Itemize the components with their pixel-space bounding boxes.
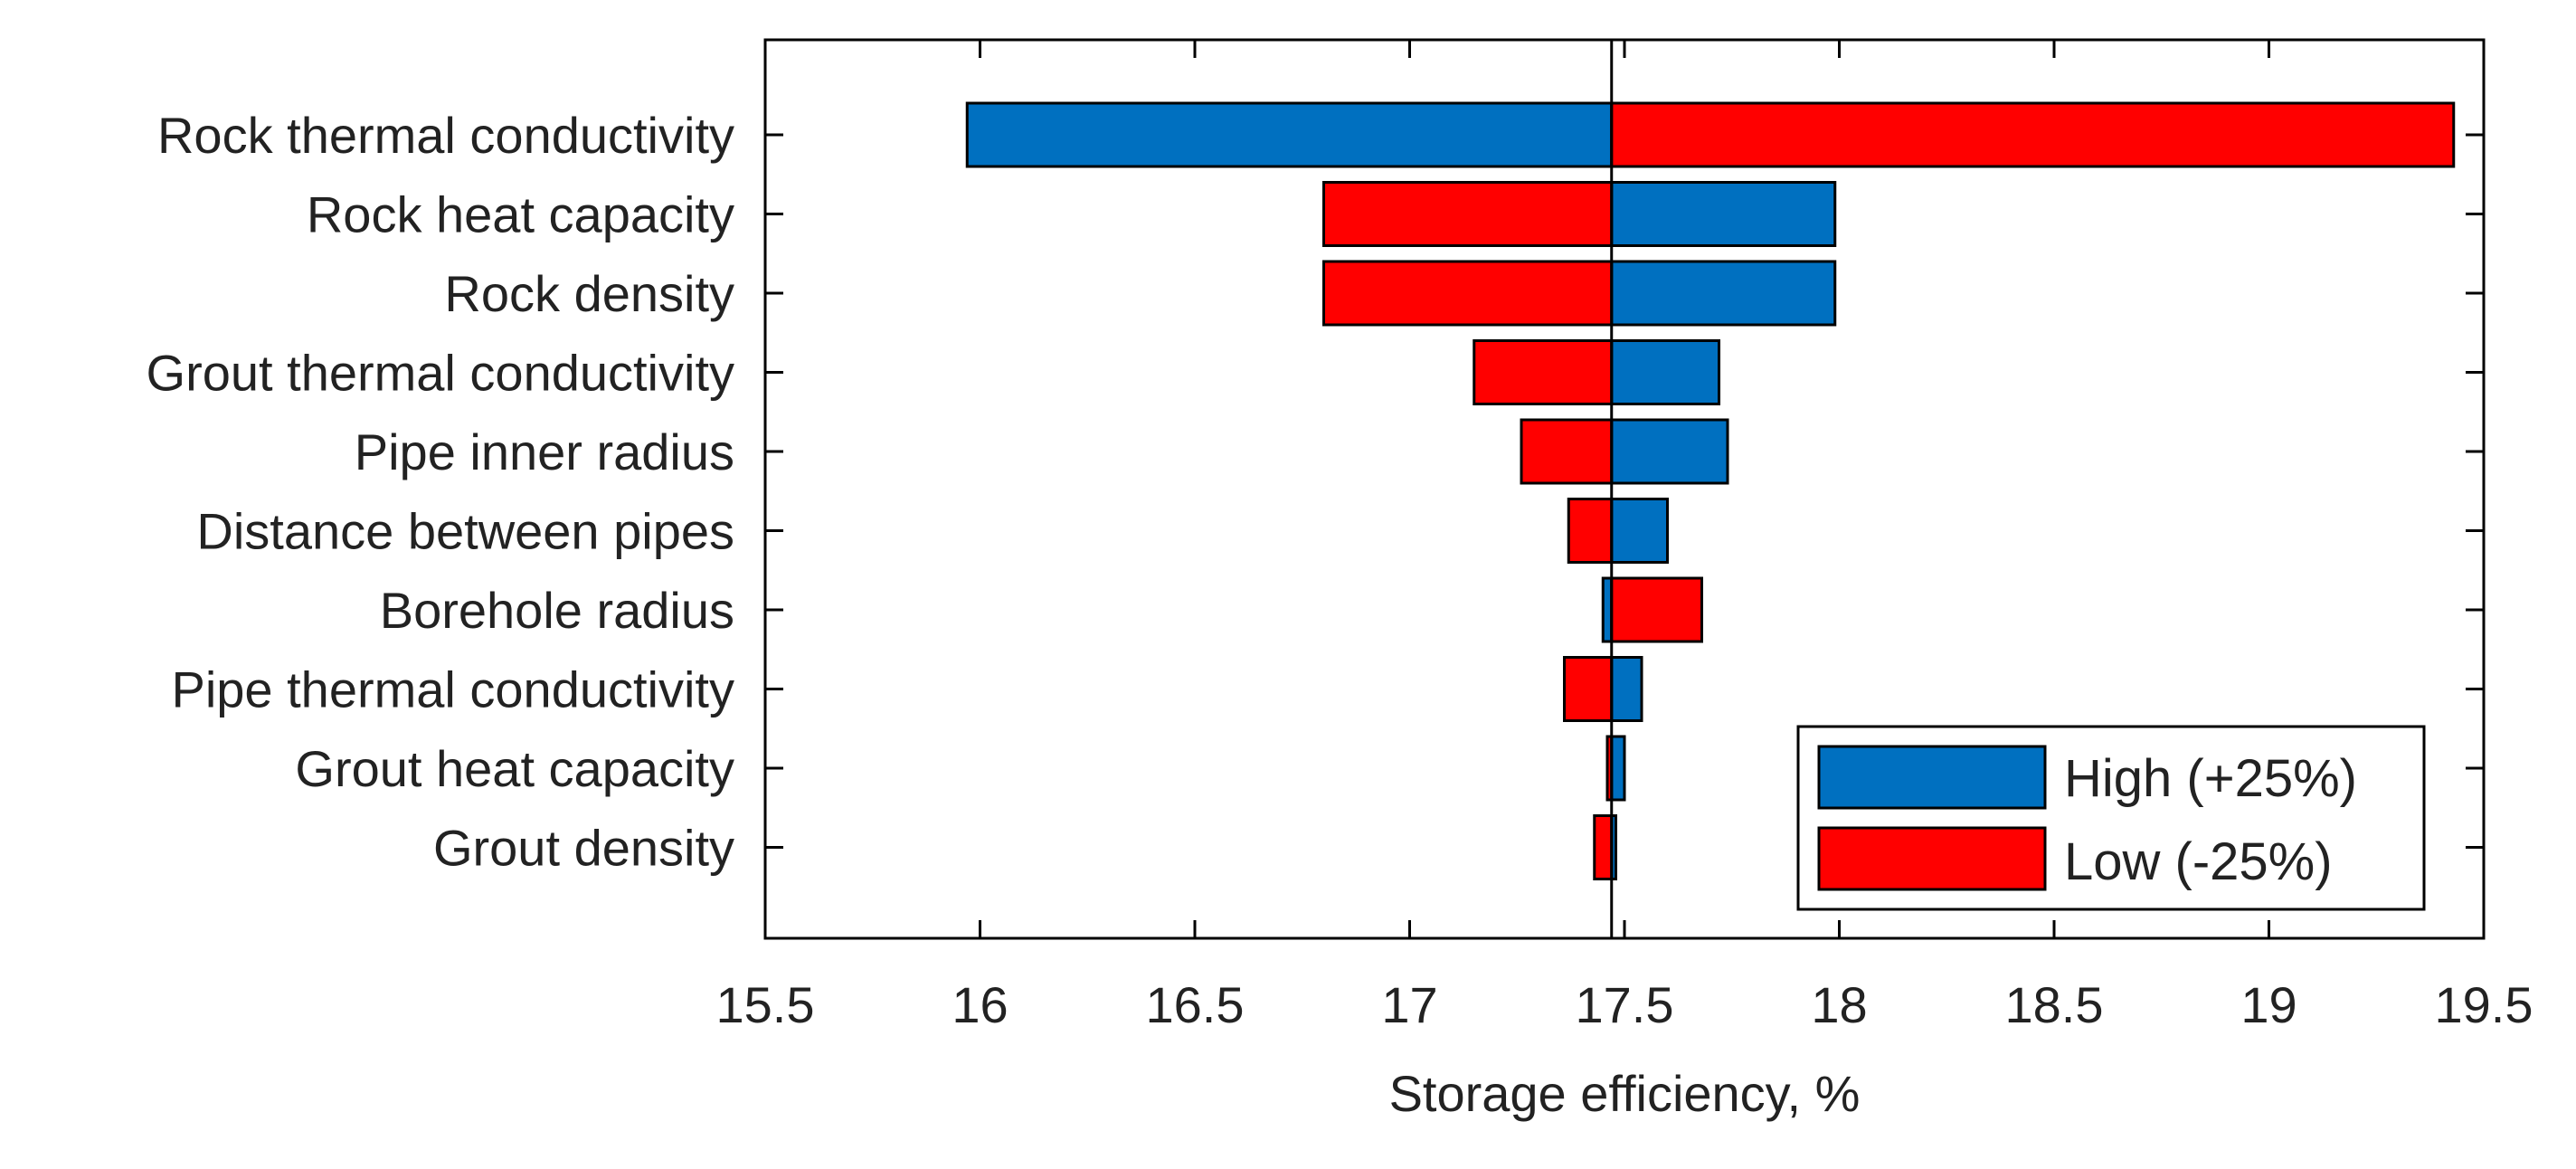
x-tick-label: 18.5 — [2005, 976, 2104, 1033]
bar-low-2 — [1322, 181, 1614, 247]
x-tick-label: 19.5 — [2435, 976, 2533, 1033]
legend: High (+25%) Low (-25%) — [1796, 725, 2426, 911]
bar-high-3 — [1610, 260, 1837, 327]
x-tick-label: 17 — [1381, 976, 1437, 1033]
x-tick-label: 18 — [1811, 976, 1867, 1033]
x-tick-label: 15.5 — [716, 976, 815, 1033]
category-label: Grout density — [433, 820, 734, 877]
category-label: Borehole radius — [380, 582, 734, 639]
category-label: Grout thermal conductivity — [147, 345, 734, 402]
bar-low-8 — [1563, 656, 1614, 722]
bar-low-4 — [1473, 339, 1614, 405]
bar-low-6 — [1567, 498, 1614, 564]
legend-swatch-low — [1817, 826, 2047, 891]
category-label: Pipe inner radius — [355, 423, 734, 480]
bar-low-7 — [1610, 576, 1703, 643]
legend-swatch-high — [1817, 745, 2047, 810]
y-axis-ticks: Rock thermal conductivity Rock heat capac… — [147, 107, 2484, 877]
bar-high-9 — [1610, 735, 1626, 802]
bar-high-4 — [1610, 339, 1720, 405]
x-tick-label: 16.5 — [1146, 976, 1245, 1033]
category-label: Pipe thermal conductivity — [171, 661, 734, 718]
category-label: Rock heat capacity — [307, 186, 734, 243]
x-tick-label: 19 — [2240, 976, 2297, 1033]
category-label: Distance between pipes — [196, 503, 734, 560]
bar-high-2 — [1610, 181, 1837, 247]
legend-label-low: Low (-25%) — [2064, 832, 2333, 891]
category-label: Rock density — [444, 265, 734, 322]
category-label: Rock thermal conductivity — [157, 107, 734, 164]
bar-high-5 — [1610, 418, 1729, 485]
x-tick-label: 17.5 — [1576, 976, 1674, 1033]
bar-low-1 — [1610, 101, 2456, 168]
bar-high-6 — [1610, 498, 1669, 564]
x-axis-title: Storage efficiency, % — [1389, 1065, 1861, 1122]
bar-low-5 — [1520, 418, 1614, 485]
bar-low-10 — [1593, 814, 1614, 880]
category-label: Grout heat capacity — [295, 740, 734, 797]
bar-high-8 — [1610, 656, 1643, 722]
bar-high-1 — [965, 101, 1614, 168]
bar-low-3 — [1322, 260, 1614, 327]
bar-layer — [965, 101, 2456, 880]
legend-label-high: High (+25%) — [2064, 749, 2357, 808]
x-tick-label: 16 — [952, 976, 1008, 1033]
x-axis-ticks: 15.5 16 16.5 17 17.5 18 18.5 19 19.5 — [716, 40, 2533, 1033]
